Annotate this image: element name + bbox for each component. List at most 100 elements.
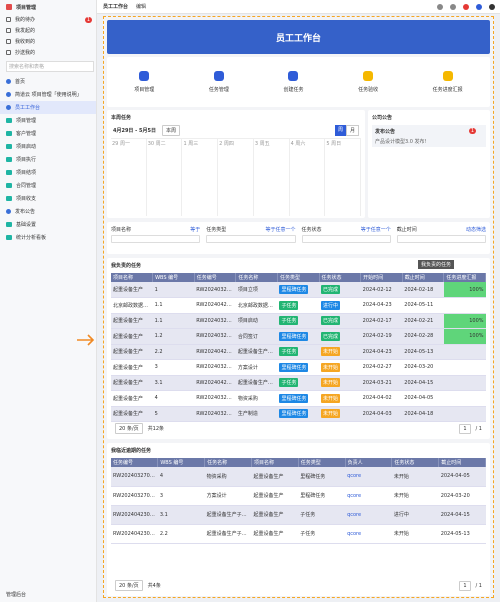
tooltip: 我负责的任务 bbox=[417, 260, 454, 269]
cell: 里程碑任务 bbox=[277, 359, 320, 376]
nav-item[interactable]: 员工工作台 bbox=[0, 101, 96, 114]
top-icon[interactable] bbox=[437, 3, 443, 10]
cell-text: 起重设备生产 bbox=[113, 380, 144, 387]
day-label: 2 周四 bbox=[219, 141, 234, 147]
cell-text: 起重设备生产 bbox=[253, 473, 284, 480]
shortcut[interactable]: 任务验收 bbox=[358, 71, 378, 93]
filter-op[interactable]: 等于任意一个 bbox=[360, 227, 391, 233]
column-header: 任务编号 bbox=[194, 273, 237, 282]
nav-item[interactable]: 项目收支 bbox=[0, 192, 96, 205]
cell-text: 2024-05-13 bbox=[440, 530, 470, 537]
nav-item[interactable]: 首页 bbox=[0, 75, 96, 88]
nav-label: 基础设置 bbox=[16, 222, 37, 228]
nav-item[interactable]: 项目结项 bbox=[0, 166, 96, 179]
page-current[interactable]: 1 bbox=[459, 423, 471, 434]
cell: RW20240423003 bbox=[194, 375, 236, 391]
filter-op[interactable]: 等于任意一个 bbox=[265, 227, 296, 233]
filter-input[interactable] bbox=[396, 235, 486, 243]
cell: 生产制造 bbox=[235, 406, 278, 422]
cell-text: RW20240327004 bbox=[113, 473, 157, 480]
cell: 方案设计 bbox=[204, 486, 252, 506]
cell-text: 起重设备生产 bbox=[113, 287, 144, 293]
nav-item[interactable]: 合同管理 bbox=[0, 179, 96, 192]
cell-text: 起重设备生产 bbox=[113, 411, 144, 418]
quick-item[interactable]: 我发起的 bbox=[0, 25, 96, 36]
view-option[interactable]: 月 bbox=[345, 124, 359, 136]
quick-item[interactable]: 我的待办 1 bbox=[0, 14, 96, 25]
view-switch: 周月 bbox=[334, 124, 359, 136]
nav-icon bbox=[6, 118, 12, 123]
top-icon[interactable] bbox=[476, 3, 482, 10]
cell: 起重设备生产子任务3.1 bbox=[235, 375, 278, 391]
nav-item[interactable]: 统计分析看板 bbox=[0, 231, 96, 244]
edit-button[interactable]: 编辑 bbox=[136, 4, 147, 10]
nav-item[interactable]: 项目启动 bbox=[0, 140, 96, 153]
shortcut[interactable]: 项目管理 bbox=[134, 71, 154, 93]
cell bbox=[443, 344, 486, 360]
page-current[interactable]: 1 bbox=[459, 580, 471, 591]
filter-op[interactable]: 动态筛选 bbox=[465, 227, 486, 233]
nav-item[interactable]: 基础设置 bbox=[0, 218, 96, 231]
filter: 项目名称 等于 bbox=[111, 226, 201, 250]
shortcut[interactable]: 任务进度汇报 bbox=[433, 71, 463, 93]
filter-input[interactable] bbox=[111, 235, 201, 243]
tag: 子任务 bbox=[279, 300, 299, 310]
notice-item[interactable]: 发布公告 1 产品设计模型3.0 发布! bbox=[372, 125, 486, 147]
shortcut-label: 创建任务 bbox=[283, 87, 304, 93]
cell-text: RW20240423002 bbox=[196, 348, 236, 355]
cell-text: 起重设备生产 bbox=[113, 364, 144, 371]
cell-text: 起重设备生产子任务2.2 bbox=[237, 349, 278, 356]
cell: 未开始 bbox=[319, 375, 361, 391]
top-icon[interactable] bbox=[489, 3, 495, 10]
cell: 2024-04-15 bbox=[438, 505, 486, 525]
page-size[interactable]: 20 条/页 bbox=[115, 423, 143, 434]
cell: 方案设计 bbox=[235, 359, 278, 376]
quick-item[interactable]: 我收到的 bbox=[0, 36, 96, 47]
search-input[interactable]: 搜索名称和表格 bbox=[6, 61, 94, 72]
cell-text: 2024-05-11 bbox=[404, 302, 434, 309]
nav-item[interactable]: 客户管理 bbox=[0, 127, 96, 140]
cell: 起重设备生产子任务2.2 bbox=[235, 344, 278, 360]
nav-icon bbox=[6, 157, 12, 162]
cell-text: 2024-03-21 bbox=[362, 379, 392, 386]
top-icon[interactable] bbox=[463, 3, 469, 10]
nav-item[interactable]: 项目管理 bbox=[0, 114, 96, 127]
cell: 物资采购 bbox=[204, 467, 252, 487]
nav-label: 统计分析看板 bbox=[16, 235, 47, 241]
calendar-title: 本周任务 bbox=[111, 115, 132, 121]
filter-input[interactable] bbox=[301, 235, 391, 243]
cell: 2024-04-15 bbox=[402, 375, 444, 391]
column-header: WBS 编号 bbox=[152, 273, 195, 282]
today-button[interactable]: 本周 bbox=[161, 124, 180, 136]
total: 共4条 bbox=[147, 583, 161, 589]
sidebar-footer[interactable]: 管理后台 bbox=[0, 589, 26, 600]
cell: 3 bbox=[152, 359, 195, 376]
cell: 子任务 bbox=[298, 505, 346, 525]
cell-text: 2024-02-17 bbox=[362, 317, 392, 324]
cell: 2024-05-13 bbox=[402, 344, 444, 360]
tag: 已完成 bbox=[321, 331, 341, 341]
cell-text: 1 bbox=[154, 286, 158, 293]
filter-input[interactable] bbox=[206, 235, 296, 243]
day-label: 5 周日 bbox=[326, 141, 342, 147]
quick-item[interactable]: 抄送我的 bbox=[0, 47, 96, 58]
page-size[interactable]: 20 条/页 bbox=[115, 580, 143, 591]
shortcut[interactable]: 任务管理 bbox=[209, 71, 229, 93]
cell-text: 子任务 bbox=[300, 531, 316, 537]
column-header: 任务状态 bbox=[391, 458, 440, 467]
nav-label: 发布公告 bbox=[15, 209, 36, 215]
top-icon[interactable] bbox=[450, 3, 456, 10]
workspace-frame: 员工工作台 项目管理 任务管理 创建任务 任务验收 任务进度汇报 本周任务 4月29日 - 5… bbox=[103, 16, 494, 598]
nav-item[interactable]: 发布公告 bbox=[0, 205, 96, 218]
nav-item[interactable]: 简道云 项目管理「使用说明」 bbox=[0, 88, 96, 101]
shortcut[interactable]: 创建任务 bbox=[283, 71, 303, 93]
view-option[interactable]: 周 bbox=[334, 124, 346, 136]
cell-text: 2024-02-18 bbox=[404, 286, 434, 293]
cell: RW20240327004 bbox=[194, 390, 236, 407]
progress: 100% bbox=[469, 286, 484, 293]
filter-op[interactable]: 等于 bbox=[190, 227, 201, 233]
nav-item[interactable]: 项目执行 bbox=[0, 153, 96, 166]
shortcut-icon bbox=[139, 71, 150, 81]
nav-icon bbox=[6, 79, 11, 84]
cell: 5 bbox=[152, 406, 195, 422]
